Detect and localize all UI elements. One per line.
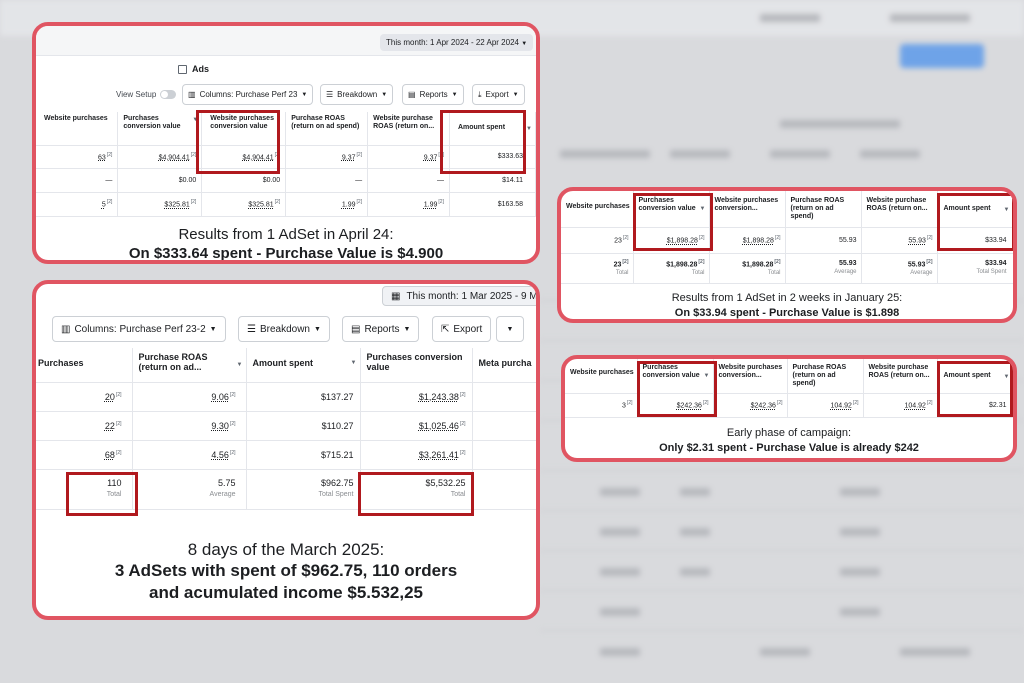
col-website-purchases[interactable]: Website purchases bbox=[561, 191, 634, 228]
col-amount-spent[interactable]: Amount spent ▼ bbox=[937, 191, 1013, 228]
breakdown-button[interactable]: ☰ Breakdown ▼ bbox=[320, 84, 394, 105]
table-row[interactable]: 5[2] $325.81[2] $325.81[2] 1.99[2] 1.99[… bbox=[36, 192, 536, 217]
columns-icon: ▥ bbox=[188, 90, 196, 99]
sort-caret-icon: ▼ bbox=[526, 126, 532, 132]
col-website-purchases-conversion[interactable]: Website purchases conversion... bbox=[709, 191, 786, 228]
early-phase-results-card: Website purchases Purchases conversion v… bbox=[561, 355, 1017, 462]
caption-line-1: Results from 1 AdSet in April 24: bbox=[178, 226, 394, 243]
table-row[interactable]: 20[2] 9.06[2] $137.27 $1,243.38[2] bbox=[36, 382, 536, 412]
export-icon: ⇱ bbox=[441, 323, 450, 335]
export-icon: ⤓ bbox=[478, 89, 482, 99]
chevron-down-icon: ▼ bbox=[512, 91, 519, 98]
metrics-table: Website purchases Purchases conversion v… bbox=[565, 359, 1013, 418]
col-website-purchase-roas[interactable]: Website purchase ROAS (return on... bbox=[367, 112, 450, 146]
chevron-down-icon: ▼ bbox=[451, 91, 458, 98]
ads-tab[interactable]: Ads bbox=[178, 64, 209, 74]
metrics-table: Purchases Purchase ROAS (return on ad...… bbox=[36, 348, 536, 510]
col-website-purchase-roas[interactable]: Website purchase ROAS (return on... bbox=[861, 191, 938, 228]
table-row[interactable]: 63[2] $4,904.41[2] $4,904.41[2] 9.37[2] … bbox=[36, 145, 536, 169]
chevron-down-icon: ▼ bbox=[403, 325, 411, 333]
sort-caret-icon: ▼ bbox=[350, 360, 357, 366]
caption-line-2: Only $2.31 spent - Purchase Value is alr… bbox=[659, 442, 919, 454]
columns-button[interactable]: ▥ Columns: Purchase Perf 23-2 ▼ bbox=[52, 316, 226, 342]
col-meta-purchases[interactable]: Meta purcha bbox=[472, 348, 536, 383]
date-range-picker[interactable]: This month: 1 Apr 2024 - 22 Apr 2024 ▼ bbox=[380, 34, 534, 51]
col-amount-spent[interactable]: Amount spent ▼ bbox=[246, 348, 361, 383]
col-purchase-roas[interactable]: Purchase ROAS (return on ad spend) bbox=[285, 112, 369, 146]
table-row[interactable]: 68[2] 4.56[2] $715.21 $3,261.41[2] bbox=[36, 440, 536, 470]
sort-caret-icon: ▼ bbox=[699, 206, 706, 212]
col-amount-spent[interactable]: Amount spent ▼ bbox=[937, 359, 1013, 394]
col-purchase-roas[interactable]: Purchase ROAS (return on ad spend) bbox=[787, 359, 864, 394]
chevron-down-icon: ▼ bbox=[209, 325, 217, 333]
caption-line-2: 3 AdSets with spent of $962.75, 110 orde… bbox=[114, 561, 458, 580]
chevron-down-icon: ▼ bbox=[506, 325, 514, 333]
col-website-purchases-conversion-value[interactable]: Website purchases conversion value bbox=[201, 112, 287, 146]
col-purchases-conversion-value[interactable]: Purchases conversion value ▼ bbox=[637, 359, 714, 394]
col-purchases-conversion-value[interactable]: Purchases conversion value bbox=[360, 348, 473, 383]
sort-caret-icon: ▼ bbox=[192, 117, 199, 123]
col-website-purchase-roas[interactable]: Website purchase ROAS (return on... bbox=[863, 359, 938, 394]
breakdown-button[interactable]: ☰ Breakdown ▼ bbox=[238, 316, 330, 342]
export-button[interactable]: ⇱ Export bbox=[432, 316, 492, 342]
chevron-down-icon: ▼ bbox=[521, 41, 528, 47]
toggle-switch[interactable] bbox=[160, 90, 177, 99]
table-row[interactable]: 23[2] $1,898.28[2] $1,898.28[2] 55.93 55… bbox=[561, 227, 1013, 254]
chevron-down-icon: ▼ bbox=[314, 325, 321, 333]
april-2024-results-card: This month: 1 Apr 2024 - 22 Apr 2024 ▼ A… bbox=[32, 22, 540, 264]
reports-icon: ▤ bbox=[351, 323, 361, 335]
table-row[interactable]: 3[2] $242.36[2] $242.36[2] 104.92[2] 104… bbox=[565, 393, 1013, 418]
export-button[interactable]: ⤓ Export ▼ bbox=[472, 84, 525, 105]
col-purchases[interactable]: Purchases bbox=[36, 348, 133, 383]
totals-row: 110 Total 5.75 Average $962.75 Total Spent … bbox=[36, 469, 536, 510]
table-row[interactable]: 22[2] 9.30[2] $110.27 $1,025.46[2] bbox=[36, 411, 536, 441]
calendar-icon: ▦ bbox=[391, 291, 401, 302]
breakdown-icon: ☰ bbox=[247, 323, 256, 335]
caption-line-1: 8 days of the March 2025: bbox=[187, 540, 385, 559]
col-amount-spent[interactable]: Amount spent ▼ bbox=[449, 112, 536, 146]
reports-button[interactable]: ▤ Reports ▼ bbox=[342, 316, 420, 342]
sort-caret-icon: ▼ bbox=[1003, 207, 1010, 213]
col-purchase-roas[interactable]: Purchase ROAS (return on ad spend) bbox=[785, 191, 862, 228]
caption-line-2: On $33.94 spent - Purchase Value is $1.8… bbox=[674, 307, 900, 319]
col-website-purchases[interactable]: Website purchases bbox=[36, 112, 119, 146]
caption-line-1: Early phase of campaign: bbox=[726, 427, 852, 439]
columns-icon: ▥ bbox=[61, 323, 71, 335]
totals-row: 23[2] Total $1,898.28[2] Total $1,898.28[2… bbox=[561, 253, 1013, 284]
col-purchases-conversion-value[interactable]: Purchases conversion value ▼ bbox=[117, 112, 203, 146]
date-range-picker[interactable]: ▦ This month: 1 Mar 2025 - 9 M bbox=[382, 286, 536, 306]
chevron-down-icon: ▼ bbox=[301, 91, 308, 98]
sort-caret-icon: ▼ bbox=[703, 373, 710, 379]
caption-line-3: and acumulated income $5.532,25 bbox=[148, 583, 423, 602]
col-website-purchases[interactable]: Website purchases bbox=[565, 359, 638, 394]
view-setup-toggle[interactable]: View Setup bbox=[116, 90, 177, 99]
caption-line-2: On $333.64 spent - Purchase Value is $4.… bbox=[128, 245, 444, 262]
col-purchase-roas[interactable]: Purchase ROAS (return on ad... ▼ bbox=[132, 348, 247, 383]
caption-line-1: Results from 1 AdSet in 2 weeks in Janua… bbox=[671, 292, 903, 304]
col-purchases-conversion-value[interactable]: Purchases conversion value ▼ bbox=[633, 191, 710, 228]
columns-button[interactable]: ▥ Columns: Purchase Perf 23 ▼ bbox=[182, 84, 314, 105]
reports-icon: ▤ bbox=[408, 90, 416, 99]
january-2025-results-card: Website purchases Purchases conversion v… bbox=[557, 187, 1017, 323]
reports-button[interactable]: ▤ Reports ▼ bbox=[402, 84, 464, 105]
metrics-table: Website purchases Purchases conversion v… bbox=[561, 191, 1013, 284]
chevron-down-icon: ▼ bbox=[381, 91, 388, 98]
march-2025-results-card: ▦ This month: 1 Mar 2025 - 9 M ▥ Columns… bbox=[32, 280, 540, 620]
sort-caret-icon: ▼ bbox=[236, 362, 243, 368]
ads-icon bbox=[178, 64, 187, 74]
export-dropdown-button[interactable]: ▼ bbox=[496, 316, 524, 342]
table-row[interactable]: — $0.00 $0.00 — — $14.11 bbox=[36, 168, 536, 193]
breakdown-icon: ☰ bbox=[326, 90, 334, 99]
col-website-purchases-conversion[interactable]: Website purchases conversion... bbox=[713, 359, 788, 394]
metrics-table: Website purchases Purchases conversion v… bbox=[36, 112, 536, 217]
sort-caret-icon: ▼ bbox=[1003, 374, 1010, 380]
